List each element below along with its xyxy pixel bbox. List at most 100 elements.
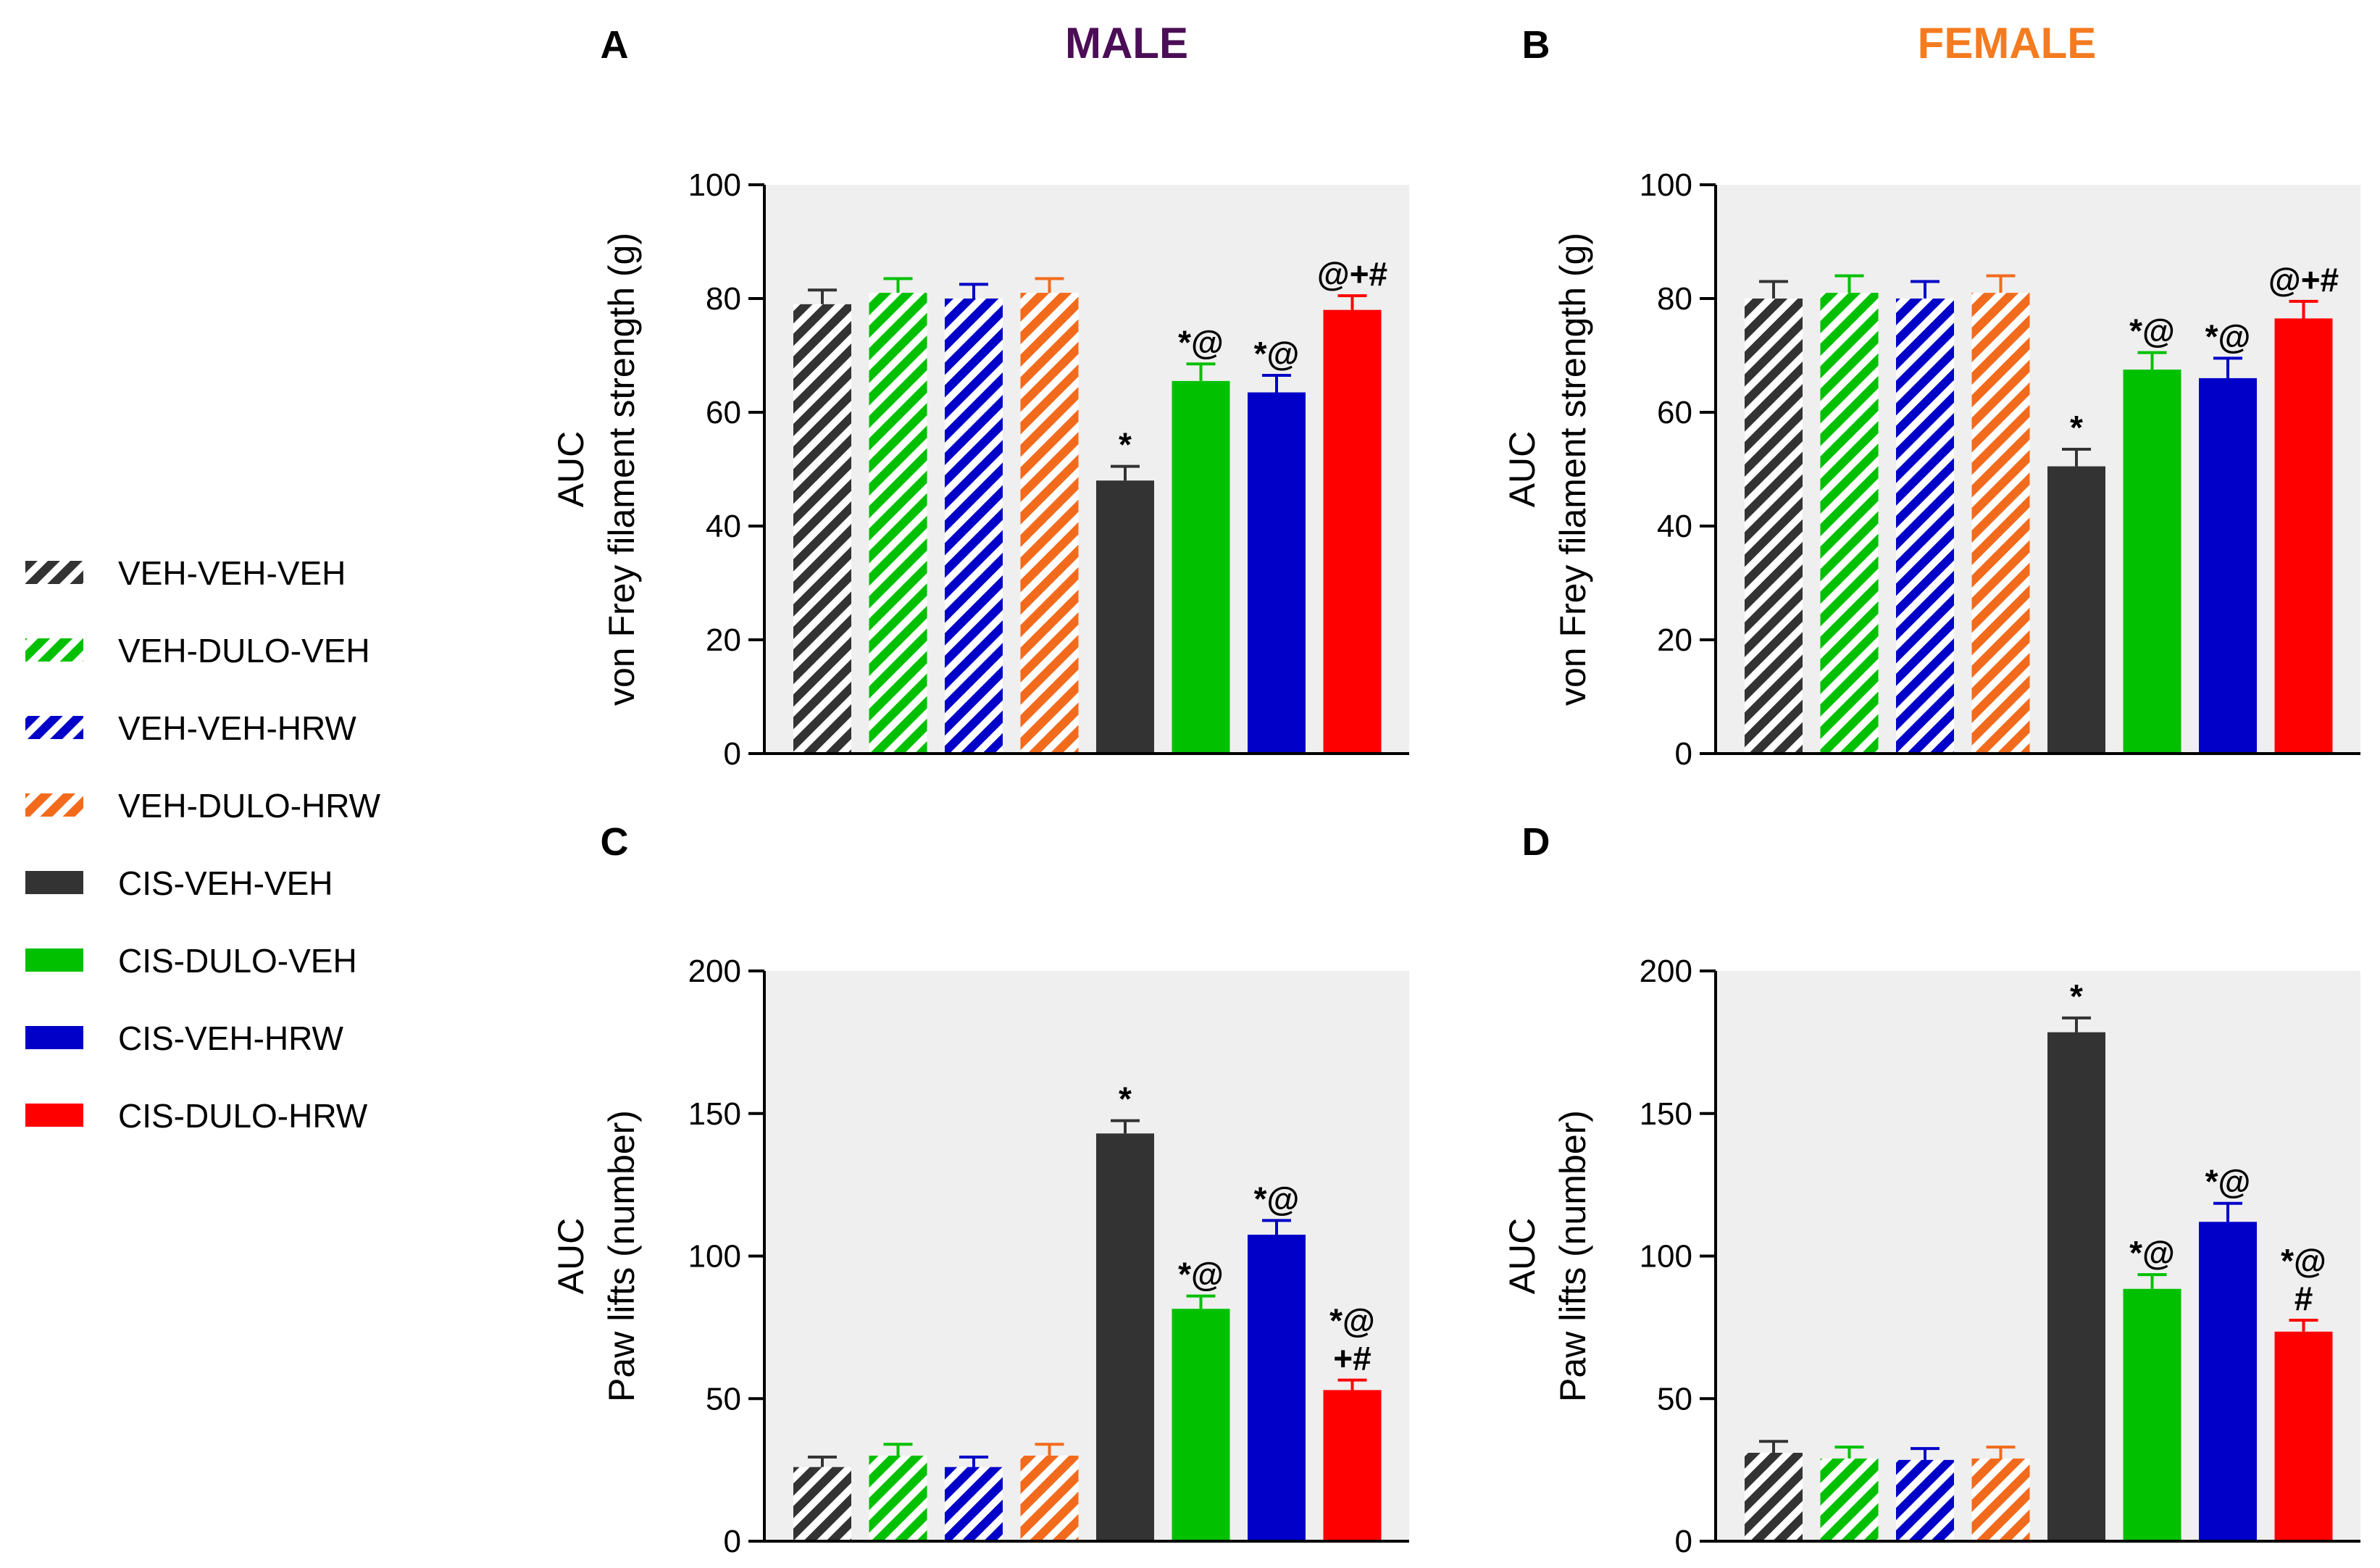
bar-group-veh-veh-hrw: [945, 283, 1003, 754]
y-axis-label-line1: AUC: [551, 1218, 591, 1295]
bar-veh-dulo-hrw: [1020, 293, 1079, 754]
legend-label: VEH-VEH-HRW: [118, 709, 356, 747]
legend-swatch: [25, 871, 83, 894]
legend-item-cis-dulo-veh: CIS-DULO-VEH: [25, 942, 357, 980]
y-axis-label-line1: AUC: [1502, 1218, 1542, 1295]
y-tick-label: 20: [706, 622, 741, 658]
bar-veh-veh-hrw: [1896, 1459, 1954, 1541]
bar-veh-dulo-veh: [1820, 293, 1879, 754]
y-tick-label: 80: [706, 281, 741, 317]
bar-group-cis-dulo-veh: *@: [2123, 312, 2181, 754]
significance-label: *@: [1178, 323, 1224, 361]
panel-letter-c: C: [601, 820, 629, 864]
bar-group-veh-veh-hrw: [1896, 280, 1954, 754]
bar-group-cis-veh-hrw: *@: [1248, 335, 1306, 754]
bar-veh-dulo-veh: [869, 1455, 927, 1541]
legend-item-veh-dulo-hrw: VEH-DULO-HRW: [25, 787, 381, 825]
legend-swatch: [25, 1026, 83, 1049]
bar-cis-veh-veh: [1096, 480, 1154, 754]
bar-veh-veh-veh: [1745, 299, 1803, 754]
bar-group-cis-dulo-veh: *@: [1172, 1256, 1230, 1541]
bar-cis-dulo-veh: [2123, 1288, 2181, 1541]
y-tick-label: 0: [1675, 1524, 1692, 1559]
bar-cis-veh-hrw: [1248, 392, 1306, 754]
legend-item-cis-veh-veh: CIS-VEH-VEH: [25, 864, 333, 902]
y-axis-label-line1: AUC: [551, 431, 591, 508]
bar-cis-veh-hrw: [1248, 1234, 1306, 1541]
panel-letter-d: D: [1522, 820, 1550, 864]
y-tick-label: 150: [688, 1096, 741, 1132]
sex-title-male: MALE: [1065, 19, 1188, 67]
bar-veh-dulo-veh: [869, 293, 927, 754]
bar-group-veh-dulo-veh: [1820, 1446, 1879, 1541]
bar-group-veh-veh-veh: [793, 1455, 851, 1541]
bar-group-veh-dulo-hrw: [1971, 274, 2030, 754]
significance-label: *@: [2129, 312, 2175, 350]
significance-label: *@: [2281, 1242, 2326, 1280]
legend-swatch: [25, 1104, 83, 1127]
bar-group-cis-veh-hrw: *@: [2199, 1163, 2257, 1541]
significance-label: *: [1119, 426, 1132, 464]
y-tick-label: 80: [1657, 281, 1692, 317]
y-tick-label: 40: [1657, 509, 1692, 544]
legend-swatch: [25, 948, 83, 972]
y-tick-label: 100: [688, 167, 741, 203]
y-tick-label: 0: [724, 1524, 741, 1559]
bar-group-cis-dulo-hrw: @+#: [1317, 255, 1387, 754]
legend-label: CIS-DULO-VEH: [118, 942, 357, 980]
bar-group-cis-dulo-hrw: #*@: [2274, 1242, 2333, 1541]
legend-swatch: [25, 716, 83, 739]
bar-group-veh-veh-veh: [1745, 280, 1803, 754]
legend-swatch: [25, 638, 83, 662]
significance-label: *@: [2205, 1163, 2251, 1201]
panel-letter-b: B: [1522, 23, 1550, 67]
legend-label: CIS-VEH-HRW: [118, 1019, 344, 1057]
bar-group-cis-veh-veh: *: [2047, 409, 2105, 754]
y-tick-label: 20: [1657, 622, 1692, 658]
significance-label: @+#: [2268, 261, 2339, 299]
bar-veh-veh-hrw: [1896, 299, 1954, 754]
bar-group-veh-dulo-veh: [869, 1443, 927, 1541]
legend-swatch: [25, 561, 83, 584]
y-tick-label: 0: [1675, 736, 1692, 772]
significance-label: *@: [1178, 1256, 1224, 1293]
bar-cis-dulo-hrw: [2274, 1331, 2333, 1541]
bar-cis-dulo-hrw: [1323, 309, 1382, 754]
significance-label: +#: [1333, 1340, 1371, 1377]
bar-cis-veh-hrw: [2199, 1222, 2257, 1541]
legend-label: CIS-VEH-VEH: [118, 864, 333, 902]
bar-cis-veh-veh: [2047, 1032, 2105, 1541]
significance-label: *: [2070, 977, 2083, 1015]
y-tick-label: 100: [688, 1239, 741, 1275]
y-axis-label-line1: AUC: [1502, 431, 1542, 508]
bar-group-veh-dulo-hrw: [1971, 1446, 2030, 1541]
plot-background: [1716, 185, 2360, 754]
legend-item-veh-dulo-veh: VEH-DULO-VEH: [25, 632, 370, 670]
bar-group-cis-veh-hrw: *@: [2199, 317, 2257, 754]
legend-swatch: [25, 793, 83, 817]
legend-item-veh-veh-veh: VEH-VEH-VEH: [25, 554, 346, 592]
y-tick-label: 50: [706, 1381, 741, 1417]
plot-background: [764, 185, 1409, 754]
bar-cis-dulo-hrw: [2274, 318, 2333, 754]
bar-group-veh-dulo-veh: [1820, 274, 1879, 754]
y-tick-label: 200: [1640, 954, 1692, 989]
bar-veh-veh-veh: [793, 1467, 851, 1541]
bar-group-cis-dulo-veh: *@: [2123, 1234, 2181, 1541]
y-axis-label-line2: von Frey filament strength (g): [1553, 233, 1593, 706]
bar-veh-veh-hrw: [945, 299, 1003, 754]
plot-background: [764, 971, 1409, 1541]
legend-item-veh-veh-hrw: VEH-VEH-HRW: [25, 709, 356, 747]
bar-group-veh-veh-hrw: [1896, 1447, 1954, 1541]
bar-group-veh-dulo-veh: [869, 277, 927, 754]
bar-cis-dulo-veh: [2123, 370, 2181, 754]
y-tick-label: 40: [706, 509, 741, 544]
bar-veh-dulo-hrw: [1971, 293, 2030, 754]
bar-veh-veh-veh: [1745, 1453, 1803, 1541]
bar-veh-veh-veh: [793, 304, 851, 754]
bar-group-cis-veh-veh: *: [1096, 426, 1154, 754]
y-axis-label-line2: von Frey filament strength (g): [601, 233, 642, 706]
chart-panel-a: * *@ *@ @+# 0 20 40 60 80 100 AUC von Frey filament…: [551, 167, 1409, 772]
bar-group-cis-dulo-hrw: @+#: [2268, 261, 2339, 754]
